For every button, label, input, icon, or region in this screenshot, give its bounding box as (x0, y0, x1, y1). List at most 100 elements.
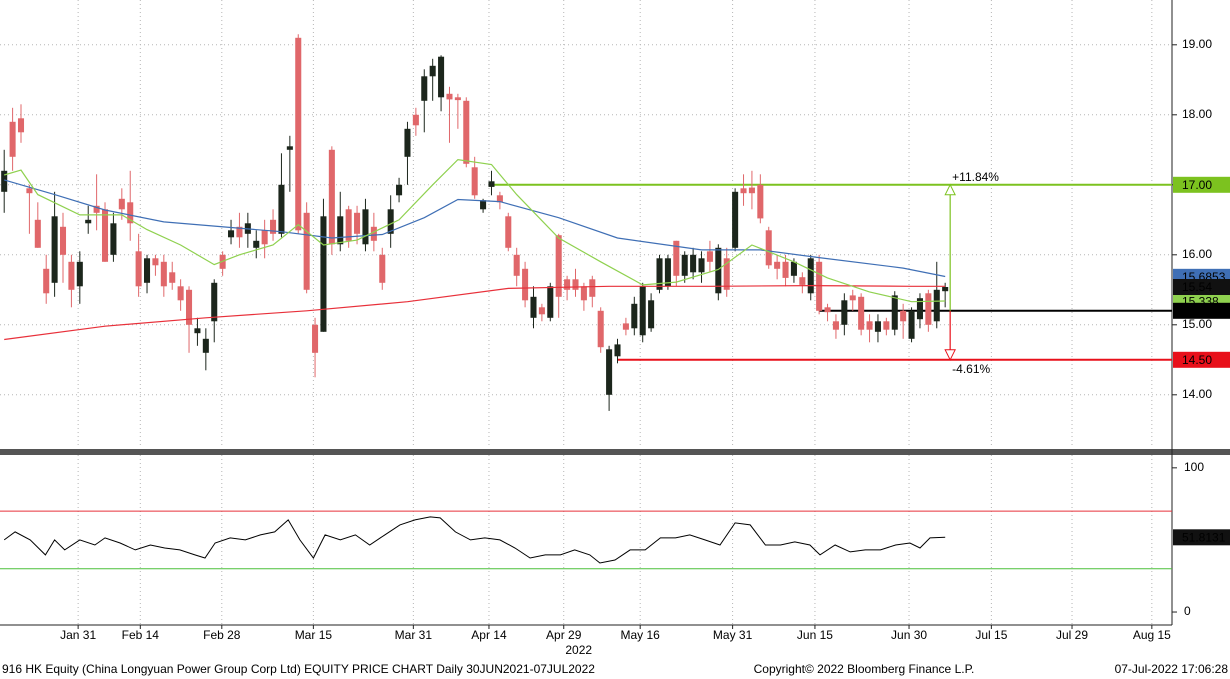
candle-body (76, 261, 83, 287)
candle-body (656, 258, 663, 290)
candle-body (891, 295, 898, 330)
y-tick-label: 14.00 (1182, 387, 1212, 401)
candle-body (370, 226, 377, 241)
candle-body (463, 100, 470, 164)
candle-body (26, 188, 33, 194)
candle-body (530, 296, 537, 318)
pane-separator (0, 449, 1230, 455)
candle-body (454, 97, 461, 101)
candle-body (320, 216, 327, 332)
x-tick-label: Mar 31 (395, 628, 433, 642)
level-label-box (1173, 176, 1230, 193)
rsi-last-box (1173, 529, 1230, 546)
candle-body (580, 286, 587, 301)
candle-body (43, 268, 50, 294)
candle-body (908, 310, 915, 339)
candle-body (194, 328, 201, 334)
candle-body (757, 184, 764, 219)
candle-body (337, 216, 344, 245)
candle-body (253, 240, 260, 248)
y-tick-label: 16.00 (1182, 247, 1212, 261)
candle-body (589, 279, 596, 297)
candle-body (354, 212, 361, 234)
rsi-tick-label: 0 (1184, 604, 1191, 618)
moving-average (4, 284, 946, 341)
upside-label: +11.84% (952, 170, 999, 184)
candle-body (286, 146, 293, 150)
candle-body (639, 286, 646, 336)
downside-label: -4.61% (952, 362, 990, 376)
candle-body (774, 261, 781, 269)
candle-body (396, 184, 403, 196)
candle-body (866, 321, 873, 330)
candle-body (211, 282, 218, 322)
candle-body (496, 195, 503, 203)
candle-body (942, 287, 949, 292)
x-tick-label: Apr 29 (546, 628, 582, 642)
x-tick-label: Jul 29 (1056, 628, 1088, 642)
rsi-line (3, 516, 946, 564)
candle-body (446, 93, 453, 100)
x-tick-label: Jun 30 (891, 628, 927, 642)
candle-body (127, 202, 134, 224)
candle-body (622, 323, 629, 330)
candle-body (278, 184, 285, 234)
candle-body (664, 258, 671, 287)
x-tick-label: May 16 (621, 628, 661, 642)
level-label-text: 17.00 (1182, 178, 1212, 192)
year-label: 2022 (565, 643, 592, 657)
candle-body (858, 296, 865, 330)
candle-body (270, 219, 277, 234)
candle-body (169, 272, 176, 283)
candle-body (723, 258, 730, 290)
candle-body (68, 261, 75, 290)
x-tick-label: Jun 15 (797, 628, 833, 642)
candle-body (480, 200, 487, 210)
candle-body (202, 338, 209, 353)
last-price-text: 15.54 (1182, 280, 1212, 294)
candle-body (690, 254, 697, 273)
candle-body (144, 258, 151, 283)
candle-body (732, 191, 739, 248)
candle-body (614, 344, 621, 357)
candle-body (807, 258, 814, 294)
candle-body (748, 187, 755, 194)
level-label-text: 15.20 (1182, 304, 1212, 318)
y-tick-label: 18.00 (1182, 107, 1212, 121)
candle-body (790, 261, 797, 276)
candle-body (874, 321, 881, 332)
candle-body (471, 167, 478, 196)
candle-body (555, 235, 562, 297)
candle-body (606, 349, 613, 395)
rsi-last-text: 51.8131 (1182, 530, 1226, 544)
candle-body (715, 247, 722, 294)
candle-body (135, 251, 142, 287)
candle-body (925, 293, 932, 325)
candle-body (706, 251, 713, 262)
candle-body (295, 37, 302, 231)
footer-title: 916 HK Equity (China Longyuan Power Grou… (2, 662, 595, 676)
moving-average (4, 158, 946, 303)
candle-body (824, 307, 831, 313)
candle-body (900, 310, 907, 322)
candle-body (160, 261, 167, 287)
candle-body (673, 240, 680, 276)
candle-body (118, 198, 125, 210)
candle-body (438, 56, 445, 98)
candle-body (228, 230, 235, 238)
candle-body (236, 226, 243, 238)
candle-body (597, 310, 604, 348)
rsi-tick-label: 100 (1184, 460, 1204, 474)
candle-body (547, 286, 554, 318)
candle-body (303, 212, 310, 290)
candle-body (412, 114, 419, 126)
last-price-box (1173, 279, 1230, 295)
timestamp: 07-Jul-2022 17:06:28 (1115, 662, 1229, 676)
candle-body (345, 209, 352, 241)
candle-body (362, 209, 369, 245)
candle-body (522, 268, 529, 301)
candle-body (698, 258, 705, 273)
level-label-box (1173, 302, 1230, 319)
candle-body (572, 279, 579, 290)
